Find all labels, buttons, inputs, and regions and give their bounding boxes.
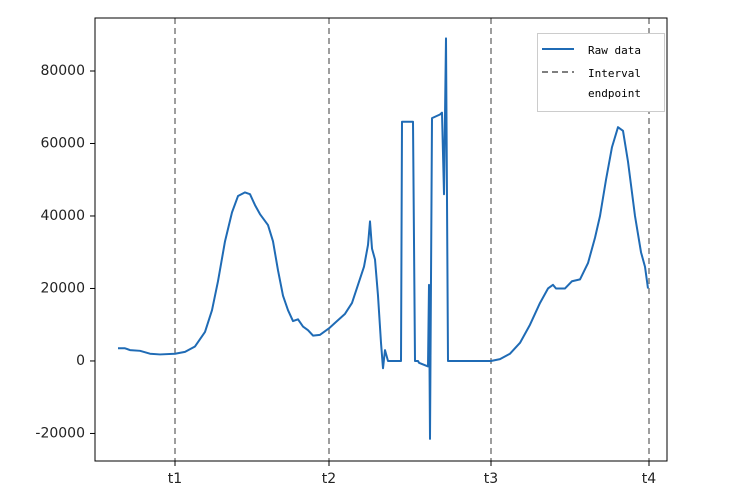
legend-key [542,71,574,73]
legend-label: Interval endpoint [588,67,641,100]
x-tick-label: t1 [168,471,182,487]
data-line [118,37,649,440]
legend-label: Raw data [588,44,641,57]
y-tick-label: 0 [76,353,85,369]
x-tick-label: t3 [484,471,498,487]
y-tick-label: 80000 [40,63,85,79]
legend-entry: Interval endpoint [542,64,660,104]
x-tick-label: t2 [322,471,336,487]
plot-frame [94,17,668,462]
legend-key [542,48,574,50]
y-tick-label: 60000 [40,135,85,151]
legend: Raw data Interval endpoint [537,33,665,112]
y-tick-label: 40000 [40,208,85,224]
y-tick-label: 20000 [40,280,85,296]
x-tick-label: t4 [642,471,656,487]
y-tick-label: -20000 [35,425,85,441]
legend-entry: Raw data [542,41,660,61]
